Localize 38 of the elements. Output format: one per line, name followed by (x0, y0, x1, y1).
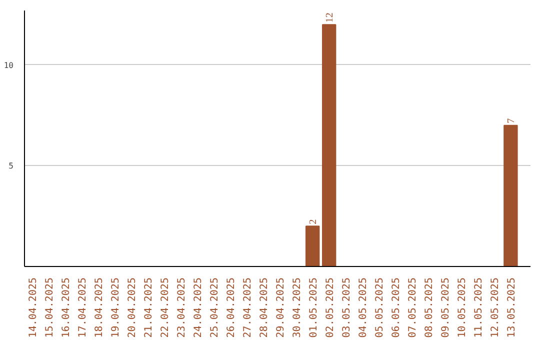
x-tick-label: 25.04.2025 (210, 277, 221, 338)
data-label: 12 (324, 12, 336, 23)
data-label: 2 (308, 219, 320, 224)
x-tick-label: 24.04.2025 (193, 277, 204, 338)
x-tick-label: 22.04.2025 (160, 277, 171, 338)
x-tick-label: 23.04.2025 (176, 277, 188, 338)
data-label: 7 (506, 118, 518, 124)
x-tick-label: 17.04.2025 (77, 277, 88, 338)
bar (322, 24, 336, 266)
x-tick-label: 21.04.2025 (143, 277, 154, 338)
x-tick-label: 14.04.2025 (28, 277, 39, 338)
x-tick-label: 13.05.2025 (506, 277, 518, 338)
x-tick-label: 02.05.2025 (325, 277, 336, 338)
y-tick-label: 5 (8, 162, 14, 171)
x-tick-label: 11.05.2025 (474, 277, 485, 338)
x-tick-label: 12.05.2025 (490, 277, 502, 338)
x-tick-label: 04.05.2025 (358, 277, 370, 338)
bar (504, 124, 518, 266)
x-tick-label: 19.04.2025 (110, 277, 122, 338)
x-tick-label: 10.05.2025 (457, 277, 468, 338)
x-tick-label: 26.04.2025 (226, 277, 238, 338)
y-tick-label: 10 (4, 60, 14, 70)
x-tick-label: 05.05.2025 (374, 277, 386, 338)
x-tick-label: 16.04.2025 (60, 277, 72, 338)
x-tick-label: 06.05.2025 (391, 277, 402, 338)
x-tick-label: 15.04.2025 (44, 277, 56, 338)
x-tick-label: 29.04.2025 (276, 277, 287, 338)
x-tick-label: 27.04.2025 (242, 277, 254, 338)
x-tick-label: 20.04.2025 (126, 277, 138, 338)
x-tick-label: 18.04.2025 (94, 277, 105, 338)
bar (305, 226, 320, 266)
x-tick-label: 03.05.2025 (342, 277, 353, 338)
x-tick-label: 28.04.2025 (259, 277, 270, 338)
x-tick-label: 08.05.2025 (424, 277, 436, 338)
x-tick-label: 07.05.2025 (408, 277, 419, 338)
x-tick-label: 01.05.2025 (308, 277, 320, 338)
x-tick-label: 09.05.2025 (440, 277, 452, 338)
x-tick-label: 30.04.2025 (292, 277, 304, 338)
